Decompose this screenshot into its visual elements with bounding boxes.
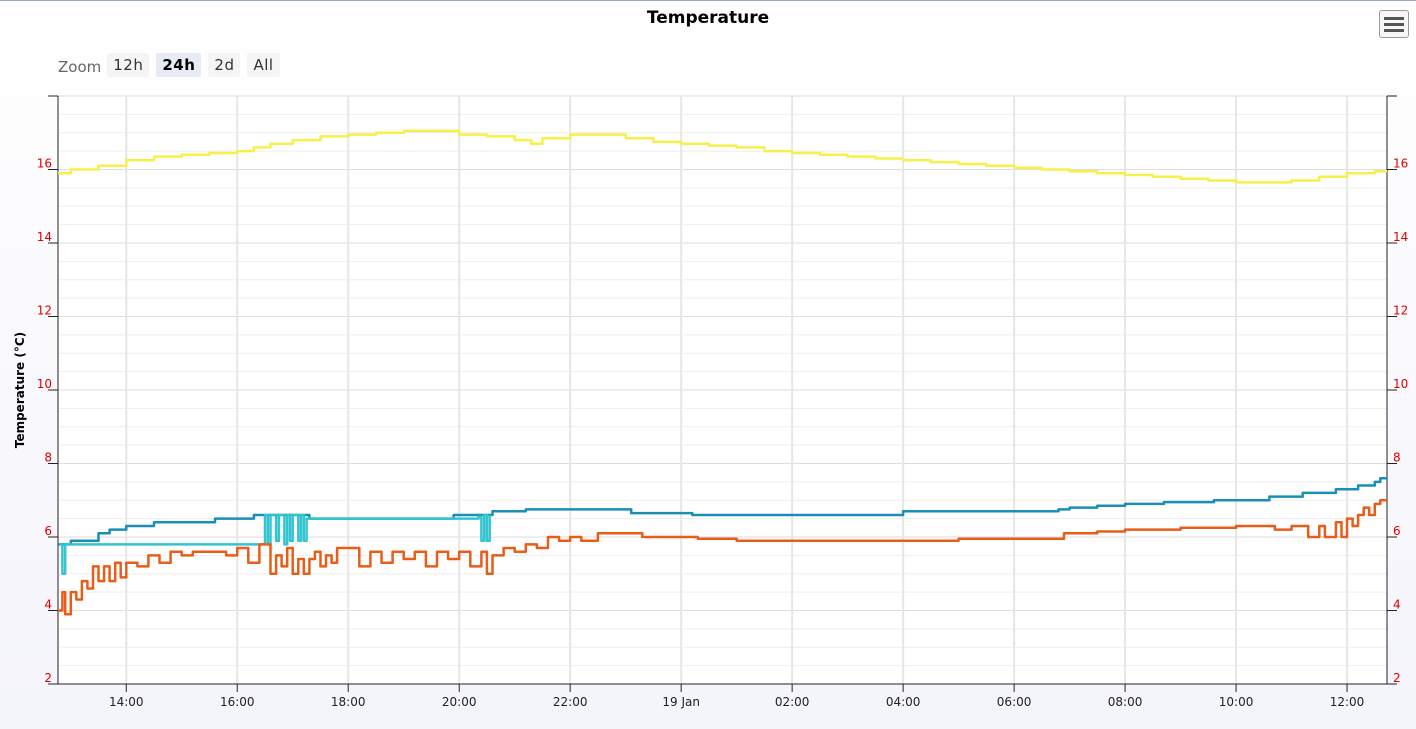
- series-line-3: [58, 499, 1387, 616]
- y-tick-label-right: 6: [1393, 524, 1401, 538]
- chart-context-menu-button[interactable]: [1379, 10, 1409, 38]
- chart-title: Temperature: [646, 8, 770, 28]
- x-tick-label: 14:00: [109, 695, 144, 709]
- hamburger-icon-bar: [1384, 22, 1404, 26]
- hamburger-icon-bar: [1384, 16, 1404, 20]
- x-tick-label: 12:00: [1330, 695, 1365, 709]
- y-tick-label-left: 4: [44, 598, 52, 612]
- x-tick-label: 06:00: [997, 695, 1032, 709]
- chart-axes: [48, 95, 1397, 692]
- y-tick-label-left: 16: [37, 157, 52, 171]
- x-tick-label: 19 Jan: [662, 695, 700, 709]
- y-tick-label-left: 10: [37, 377, 52, 391]
- x-tick-label: 08:00: [1108, 695, 1143, 709]
- zoom-button-12h[interactable]: 12h: [107, 53, 150, 77]
- y-tick-label-left: 2: [44, 671, 52, 685]
- y-tick-label-right: 14: [1393, 230, 1408, 244]
- x-tick-label: 18:00: [331, 695, 366, 709]
- series-line-0: [58, 129, 1387, 184]
- x-tick-label: 16:00: [220, 695, 255, 709]
- y-tick-label-left: 12: [37, 304, 52, 318]
- series-layer: [58, 129, 1387, 616]
- zoom-button-2d[interactable]: 2d: [208, 53, 241, 77]
- x-tick-label: 20:00: [442, 695, 477, 709]
- zoom-label: Zoom: [58, 57, 102, 76]
- zoom-button-24h[interactable]: 24h: [156, 53, 202, 77]
- y-tick-label-left: 6: [44, 524, 52, 538]
- y-tick-label-left: 14: [37, 230, 52, 244]
- y-tick-label-right: 16: [1393, 157, 1408, 171]
- y-tick-label-right: 2: [1393, 671, 1401, 685]
- range-selector: Zoom 12h 24h 2d All: [58, 53, 287, 77]
- y-tick-label-right: 12: [1393, 304, 1408, 318]
- tick-labels: 2 2 4 4 6 6 8 8 10 10 12 12 14 14 16 16 14:00 16:00 18:00 2…: [37, 157, 1409, 710]
- x-tick-label: 10:00: [1219, 695, 1254, 709]
- series-line-2: [59, 513, 491, 576]
- x-tick-label: 04:00: [886, 695, 921, 709]
- x-tick-label: 02:00: [775, 695, 810, 709]
- x-tick-label: 22:00: [553, 695, 588, 709]
- zoom-button-all[interactable]: All: [247, 53, 280, 77]
- y-tick-label-right: 8: [1393, 451, 1401, 465]
- y-tick-label-right: 10: [1393, 377, 1408, 391]
- y-tick-label-left: 8: [44, 451, 52, 465]
- series-line-1: [58, 476, 1387, 546]
- y-tick-label-right: 4: [1393, 598, 1401, 612]
- hamburger-icon-bar: [1384, 28, 1404, 32]
- top-rule: [0, 0, 1416, 1]
- y-axis-title: Temperature (°C): [13, 332, 27, 448]
